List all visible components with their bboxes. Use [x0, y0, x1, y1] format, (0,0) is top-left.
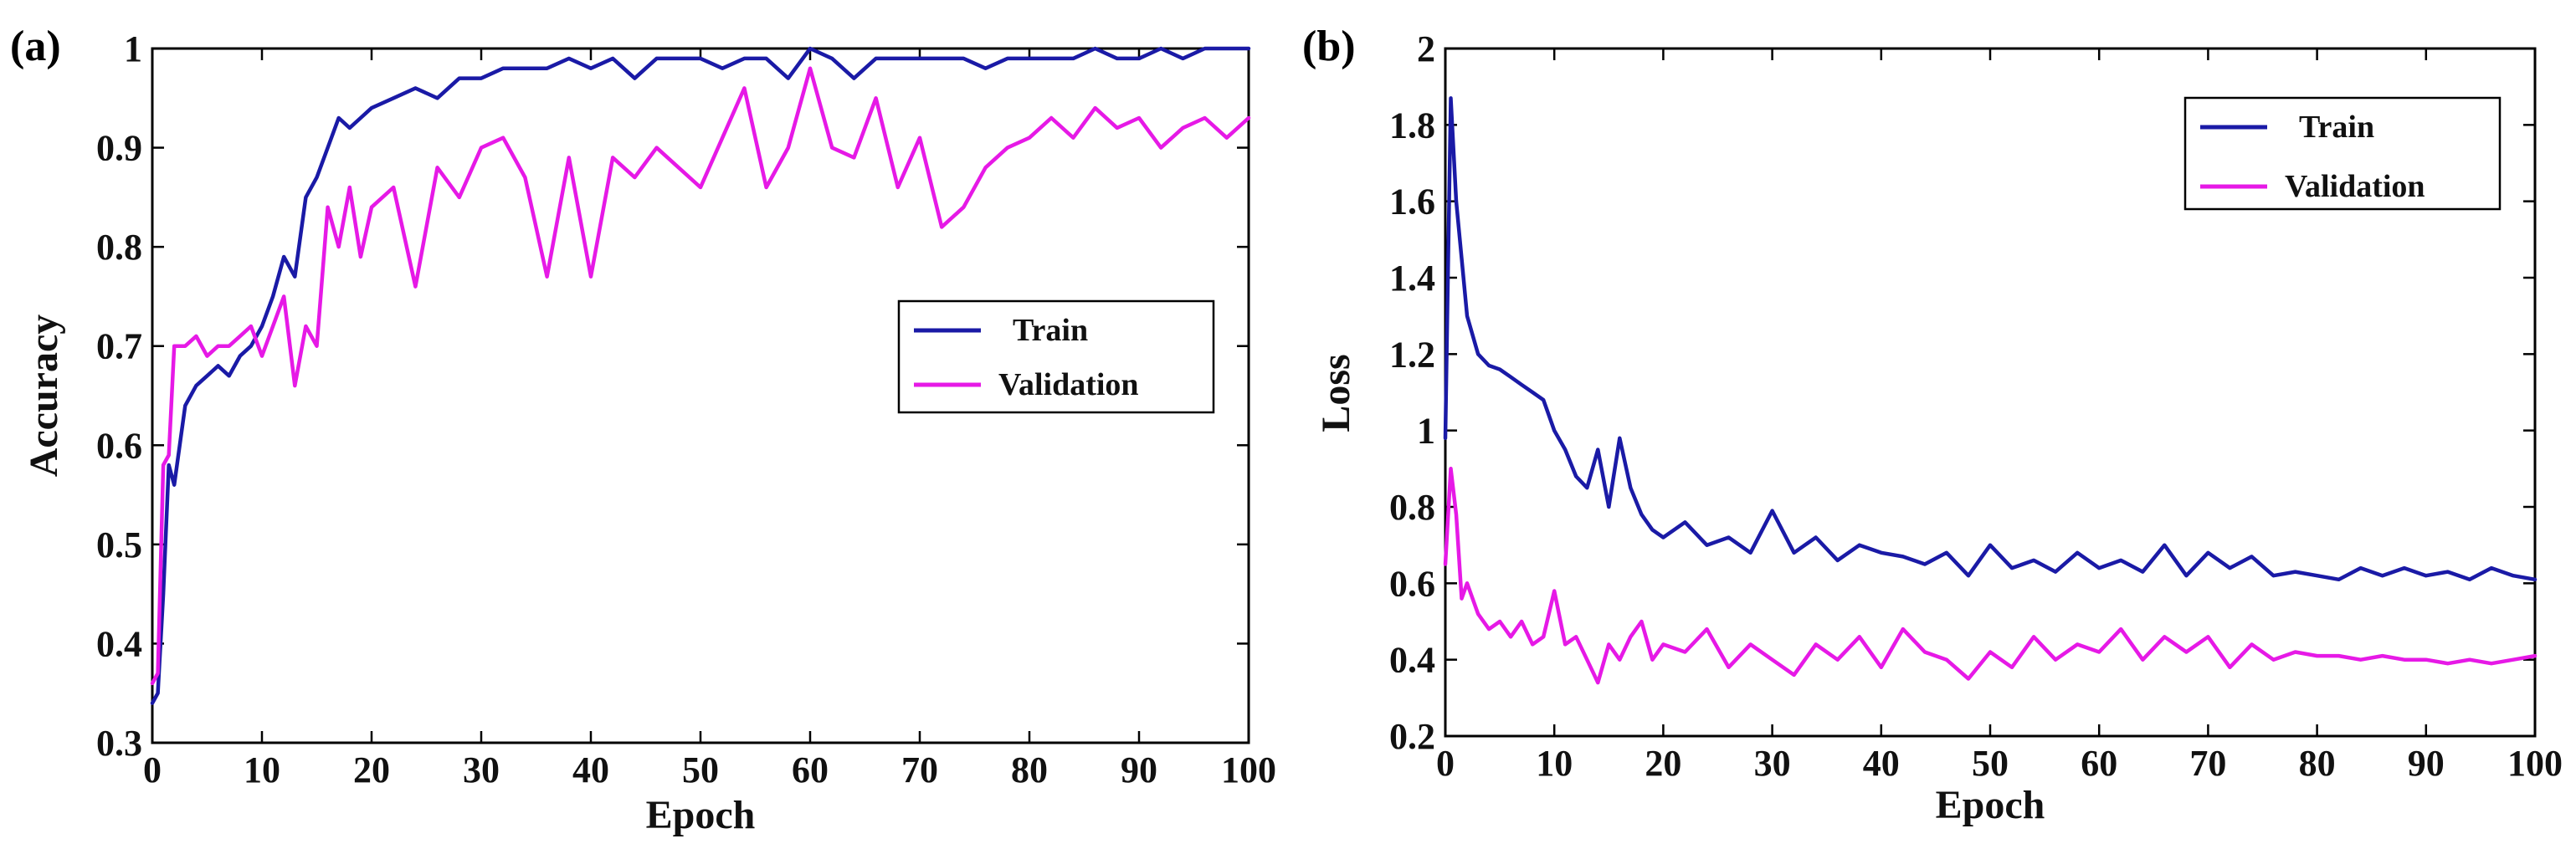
y-tick-label: 0.4 [1389, 640, 1435, 681]
x-axis-label-b: Epoch [1936, 783, 2045, 827]
x-tick-label: 70 [2189, 743, 2226, 784]
y-tick-label: 0.6 [1389, 563, 1435, 604]
axis-ticks-a: 0 10 20 30 40 50 60 70 80 90 100 0.3 0.4 0.5 0.6 0.7 0.8… [96, 28, 1276, 790]
x-tick-label: 100 [2507, 743, 2563, 784]
legend-box-b [2183, 96, 2502, 211]
y-tick-label: 1 [124, 28, 142, 69]
train-series-line [1443, 96, 2538, 582]
y-tick-label: 1.8 [1389, 105, 1435, 146]
legend-a: Train Validation [897, 299, 1215, 414]
axis-ticks-b: 0 10 20 30 40 50 60 70 80 90 100 0.2 0.4 0.6 0.8 1 1.2 1.… [1389, 28, 2563, 784]
y-tick-label: 0.8 [96, 227, 142, 268]
series-group-b [1443, 96, 2538, 685]
x-tick-label: 0 [1436, 743, 1455, 784]
y-tick-label: 0.5 [96, 524, 142, 565]
train-series-line [150, 46, 1251, 705]
x-tick-label: 50 [1972, 743, 2009, 784]
x-axis-label-a: Epoch [646, 793, 756, 837]
y-tick-label: 0.8 [1389, 487, 1435, 528]
y-tick-label: 0.9 [96, 128, 142, 169]
x-tick-label: 30 [1754, 743, 1791, 784]
x-tick-label: 20 [353, 749, 390, 790]
x-tick-label: 30 [463, 749, 500, 790]
y-tick-label: 2 [1417, 28, 1435, 69]
x-tick-label: 90 [2408, 743, 2445, 784]
y-tick-label: 0.6 [96, 425, 142, 466]
legend-train-label-a: Train [1013, 313, 1088, 348]
legend-b: Train Validation [2183, 96, 2502, 211]
legend-validation-label-a: Validation [998, 367, 1139, 402]
validation-series-line [1443, 467, 2538, 685]
x-tick-label: 0 [143, 749, 162, 790]
panel-label-b: (b) [1302, 23, 1356, 70]
x-tick-label: 10 [1536, 743, 1573, 784]
panel-label-a: (a) [10, 23, 61, 70]
y-tick-label: 0.3 [96, 723, 142, 764]
validation-series-line [150, 66, 1251, 686]
y-tick-label: 1 [1417, 411, 1435, 452]
x-tick-label: 40 [572, 749, 609, 790]
x-tick-label: 10 [244, 749, 280, 790]
y-tick-label: 1.2 [1389, 334, 1435, 375]
accuracy-panel: (a) 0 10 20 30 40 50 60 70 80 90 100 0.3 0.4 0.5 0.6 0.… [10, 23, 1276, 837]
legend-train-label-b: Train [2299, 110, 2374, 145]
y-tick-label: 0.4 [96, 623, 142, 664]
x-tick-label: 100 [1221, 749, 1276, 790]
x-tick-label: 60 [2081, 743, 2117, 784]
x-tick-label: 40 [1863, 743, 1900, 784]
series-group-a [150, 46, 1251, 705]
x-tick-label: 20 [1645, 743, 1681, 784]
x-tick-label: 60 [792, 749, 829, 790]
legend-validation-label-b: Validation [2285, 169, 2425, 204]
x-tick-label: 90 [1121, 749, 1157, 790]
y-tick-label: 1.6 [1389, 182, 1435, 222]
y-axis-label-b: Loss [1314, 354, 1358, 432]
y-tick-label: 0.2 [1389, 716, 1435, 757]
y-tick-label: 0.7 [96, 326, 142, 367]
y-tick-label: 1.4 [1389, 258, 1435, 299]
legend-box-a [897, 299, 1215, 414]
x-tick-label: 80 [1011, 749, 1048, 790]
loss-panel: (b) 0 10 20 30 40 50 60 70 80 90 100 0.2 0.4 0.6 0.8 1 1… [1302, 23, 2563, 827]
x-tick-label: 70 [901, 749, 938, 790]
x-tick-label: 50 [682, 749, 719, 790]
x-tick-label: 80 [2299, 743, 2336, 784]
y-axis-label-a: Accuracy [22, 315, 66, 478]
